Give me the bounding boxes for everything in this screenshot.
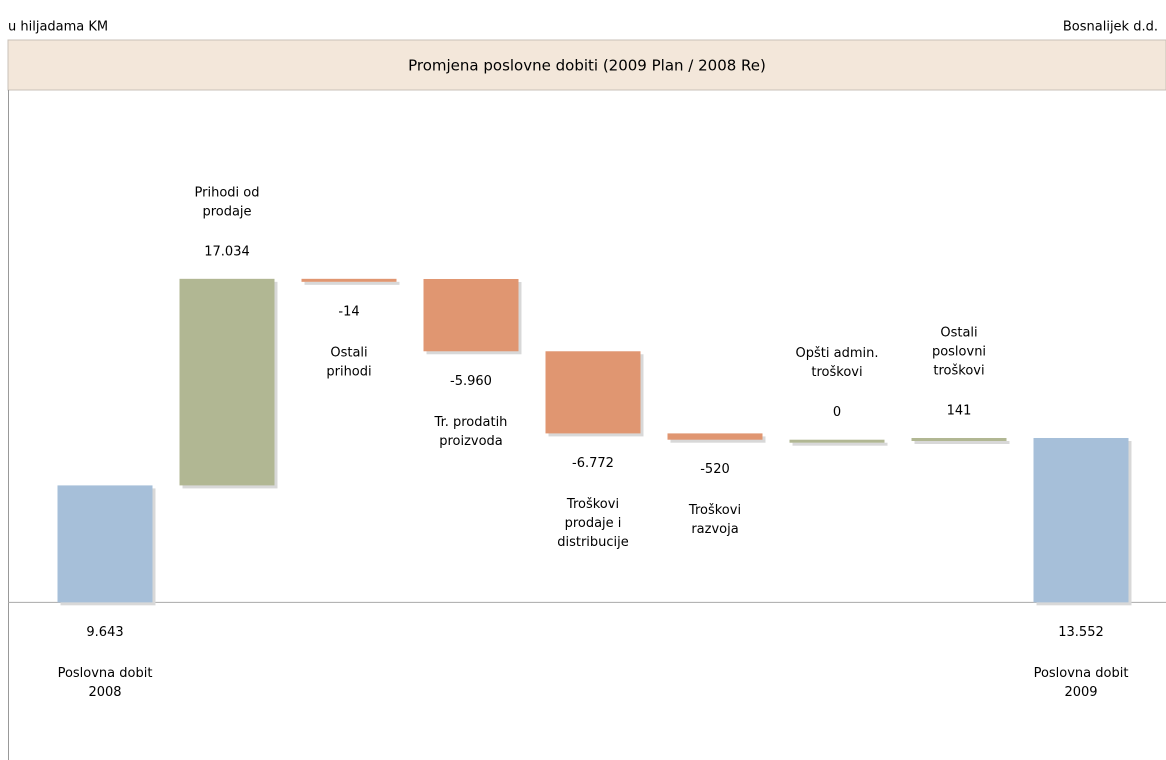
bar (911, 437, 1007, 441)
bar (667, 433, 763, 440)
value-label: 17.034 (204, 244, 250, 259)
category-label: 2008 (88, 685, 121, 700)
category-label: Tr. prodatih (434, 415, 508, 430)
title-band (7, 39, 1166, 91)
shadow (304, 281, 400, 285)
company-label: Bosnalijek d.d. (1063, 20, 1158, 35)
category-label: Poslovna dobit (1034, 666, 1129, 681)
category-label: Opšti admin. (796, 346, 879, 361)
value-label: -6.772 (572, 456, 614, 471)
category-label: Troškovi (688, 503, 741, 518)
shadow (792, 442, 888, 446)
category-label: Troškovi (566, 497, 619, 512)
value-label: 13.552 (1058, 625, 1104, 640)
bar (179, 278, 275, 486)
category-label: razvoja (691, 522, 738, 537)
value-label: 9.643 (86, 625, 123, 640)
bar (545, 351, 641, 434)
category-label: poslovni (932, 344, 986, 359)
category-label: troškovi (811, 365, 862, 380)
category-label: prodaje (202, 204, 251, 219)
value-label: -5.960 (450, 374, 492, 389)
bar (301, 278, 397, 282)
category-label: 2009 (1064, 685, 1097, 700)
value-label: 0 (833, 405, 841, 420)
bar (789, 439, 885, 443)
category-label: prodaje i (565, 516, 622, 531)
value-label: -14 (338, 304, 359, 319)
bar (57, 485, 153, 603)
shadow (914, 440, 1010, 444)
category-label: Ostali (940, 325, 977, 340)
category-label: troškovi (933, 363, 984, 378)
value-label: 141 (947, 403, 972, 418)
category-label: Poslovna dobit (58, 666, 153, 681)
category-label: prihodi (326, 364, 371, 379)
category-label: Prihodi od (195, 185, 260, 200)
value-label: -520 (700, 462, 730, 477)
bar (1033, 437, 1129, 603)
bar (423, 278, 519, 352)
unit-label: u hiljadama KM (8, 20, 108, 35)
category-label: Ostali (330, 345, 367, 360)
chart-title: Promjena poslovne dobiti (2009 Plan / 20… (408, 57, 766, 75)
category-label: distribucije (557, 535, 629, 550)
category-label: proizvoda (439, 434, 503, 449)
